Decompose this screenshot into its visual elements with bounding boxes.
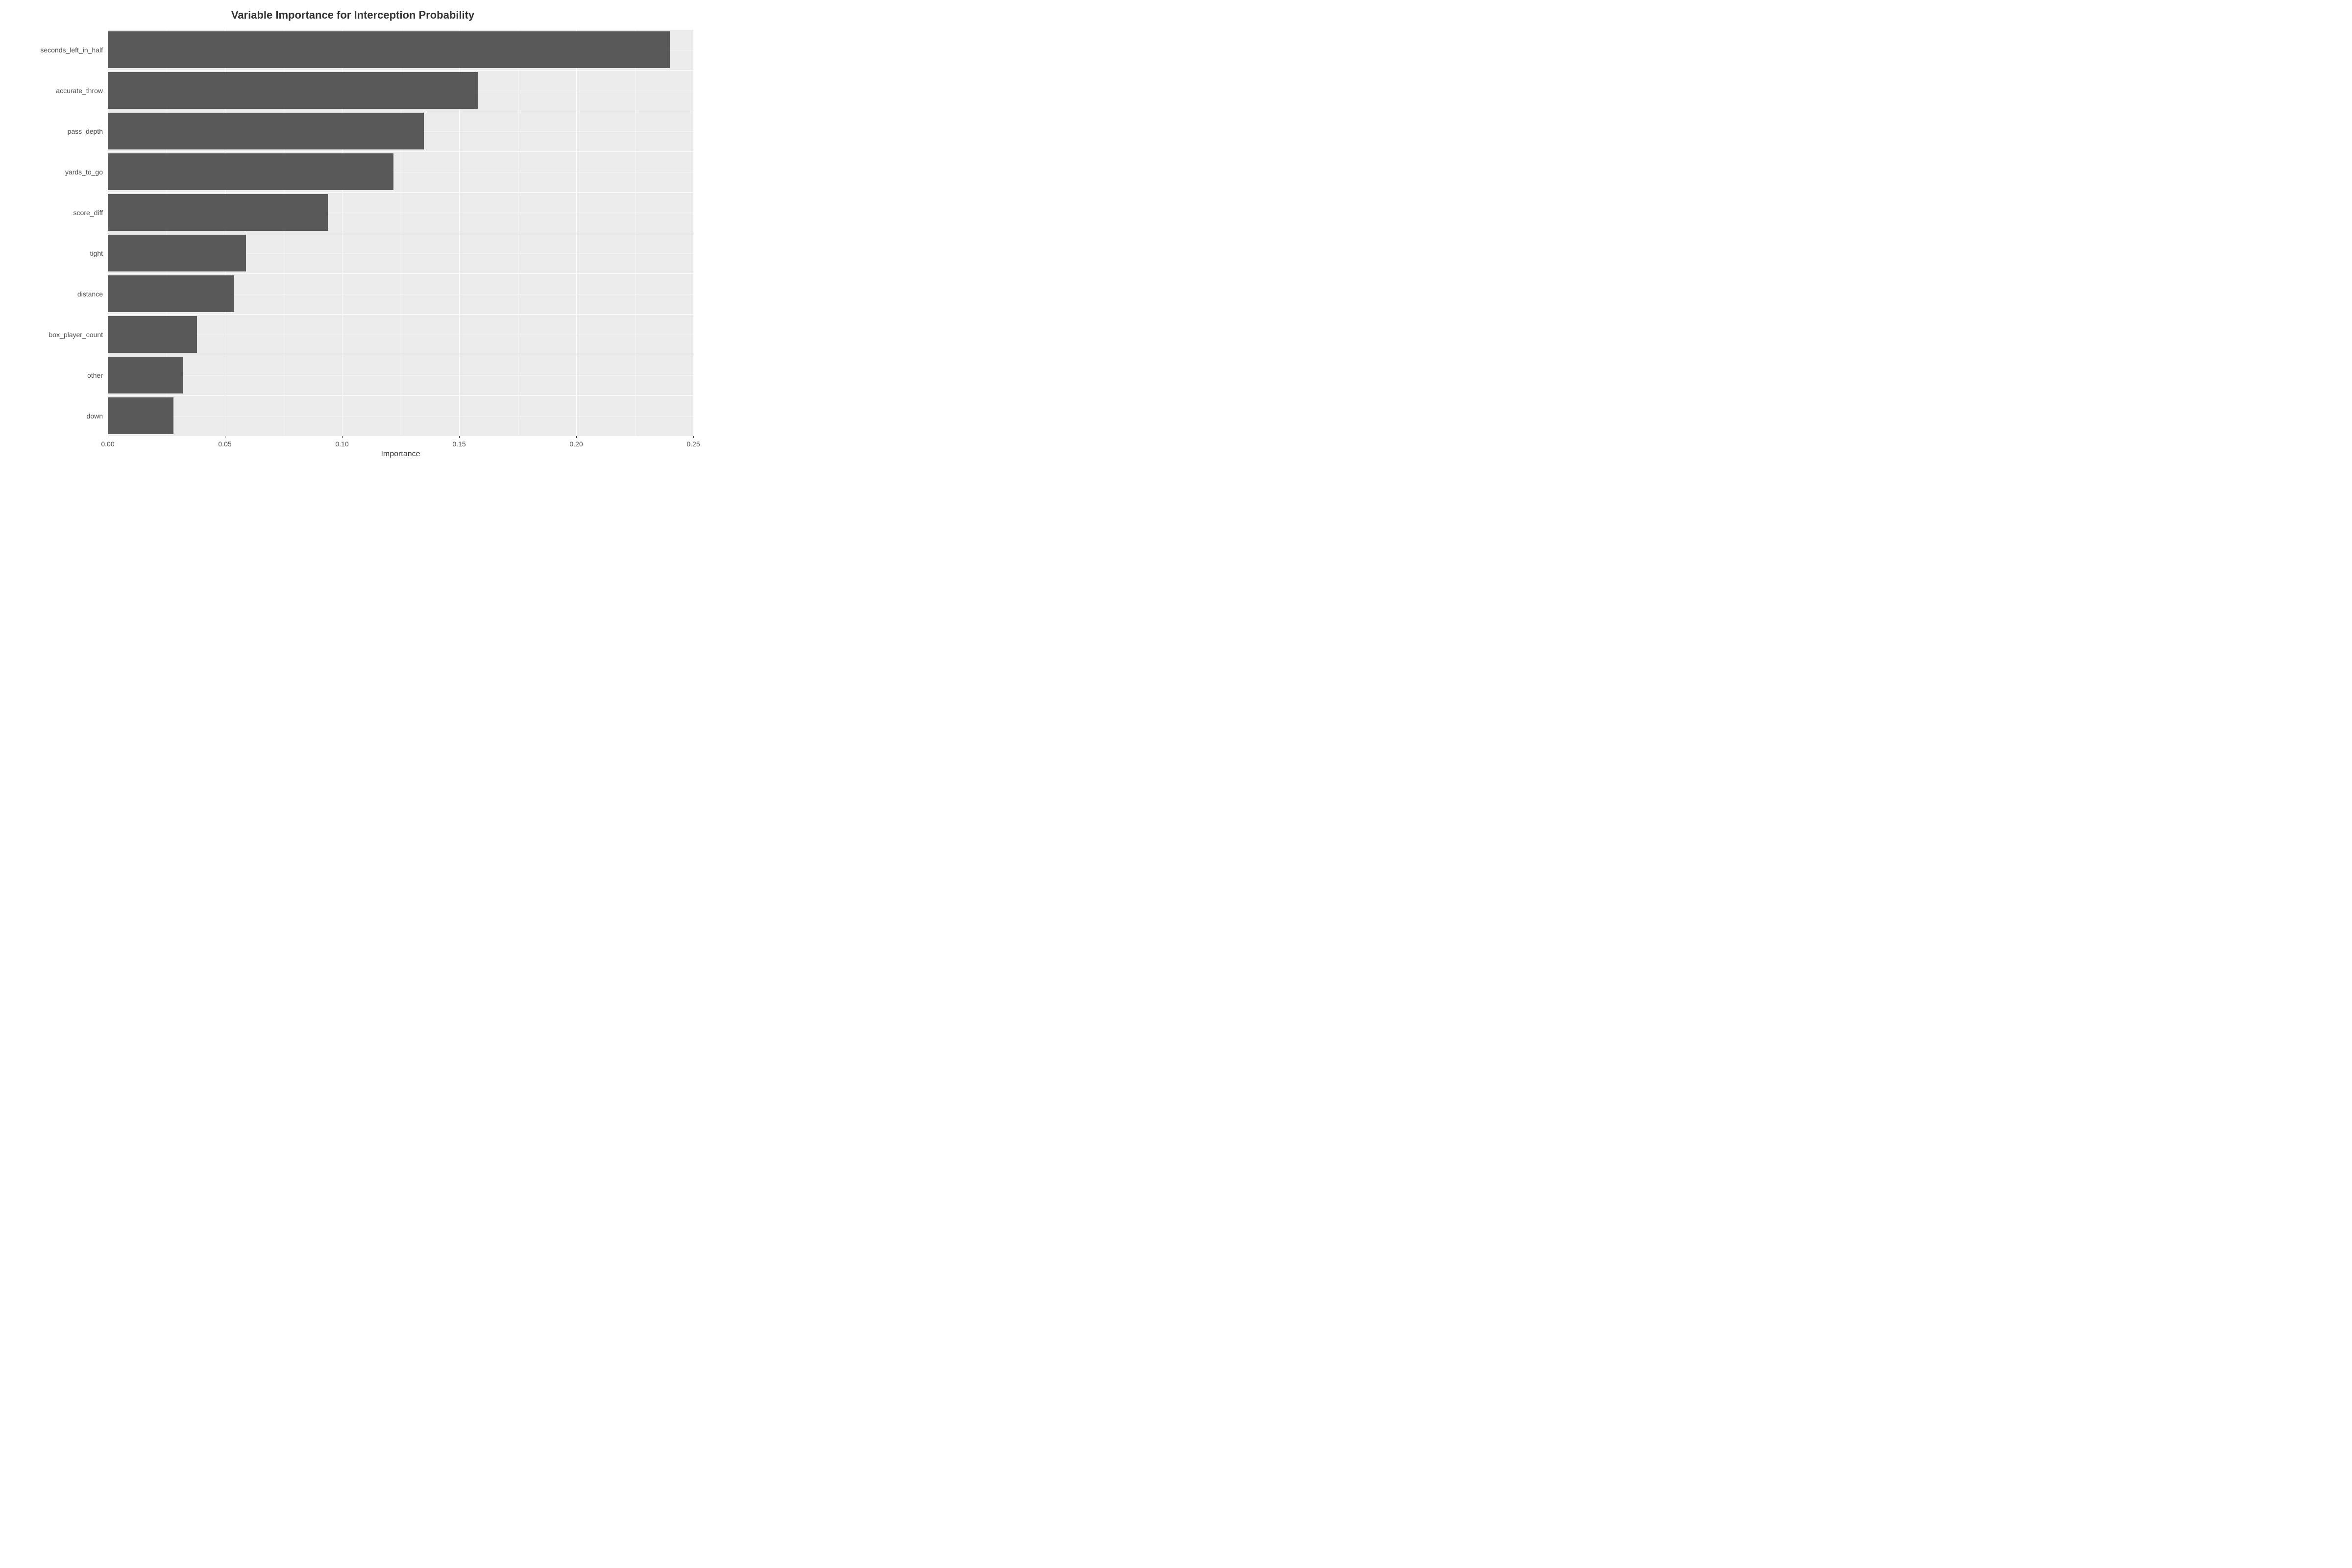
bar [108,113,424,149]
y-tick-label: distance [0,290,103,298]
chart-title: Variable Importance for Interception Pro… [0,9,706,22]
grid-major-h [108,273,693,274]
grid-major-v [693,29,694,436]
bar [108,153,393,190]
grid-major-h [108,192,693,193]
y-tick-label: score_diff [0,209,103,217]
y-tick-label: seconds_left_in_half [0,46,103,54]
bar [108,31,670,68]
grid-minor-h [108,375,693,376]
bar [108,357,183,393]
x-axis-title: Importance [108,450,693,459]
chart-container: Variable Importance for Interception Pro… [0,0,706,470]
grid-major-h [108,151,693,152]
bar [108,275,234,312]
y-tick-label: yards_to_go [0,168,103,176]
bar [108,397,173,434]
bar [108,72,478,109]
x-tick [342,436,343,438]
y-tick-label: accurate_throw [0,87,103,95]
grid-major-h [108,436,693,437]
x-tick [576,436,577,438]
y-tick-label: other [0,371,103,379]
x-tick [693,436,694,438]
bar [108,235,246,271]
grid-major-h [108,314,693,315]
bar [108,194,328,231]
x-tick-label: 0.25 [686,440,700,448]
y-tick-label: down [0,412,103,420]
x-tick-label: 0.10 [335,440,348,448]
grid-major-h [108,395,693,396]
x-tick [459,436,460,438]
x-tick-label: 0.00 [101,440,114,448]
x-tick-label: 0.05 [218,440,231,448]
y-tick-label: box_player_count [0,331,103,339]
x-tick-label: 0.15 [452,440,466,448]
y-tick-label: pass_depth [0,127,103,135]
bar [108,316,197,353]
plot-panel [108,29,693,436]
grid-major-h [108,70,693,71]
grid-major-h [108,29,693,30]
x-tick-label: 0.20 [569,440,583,448]
y-tick-label: tight [0,249,103,257]
